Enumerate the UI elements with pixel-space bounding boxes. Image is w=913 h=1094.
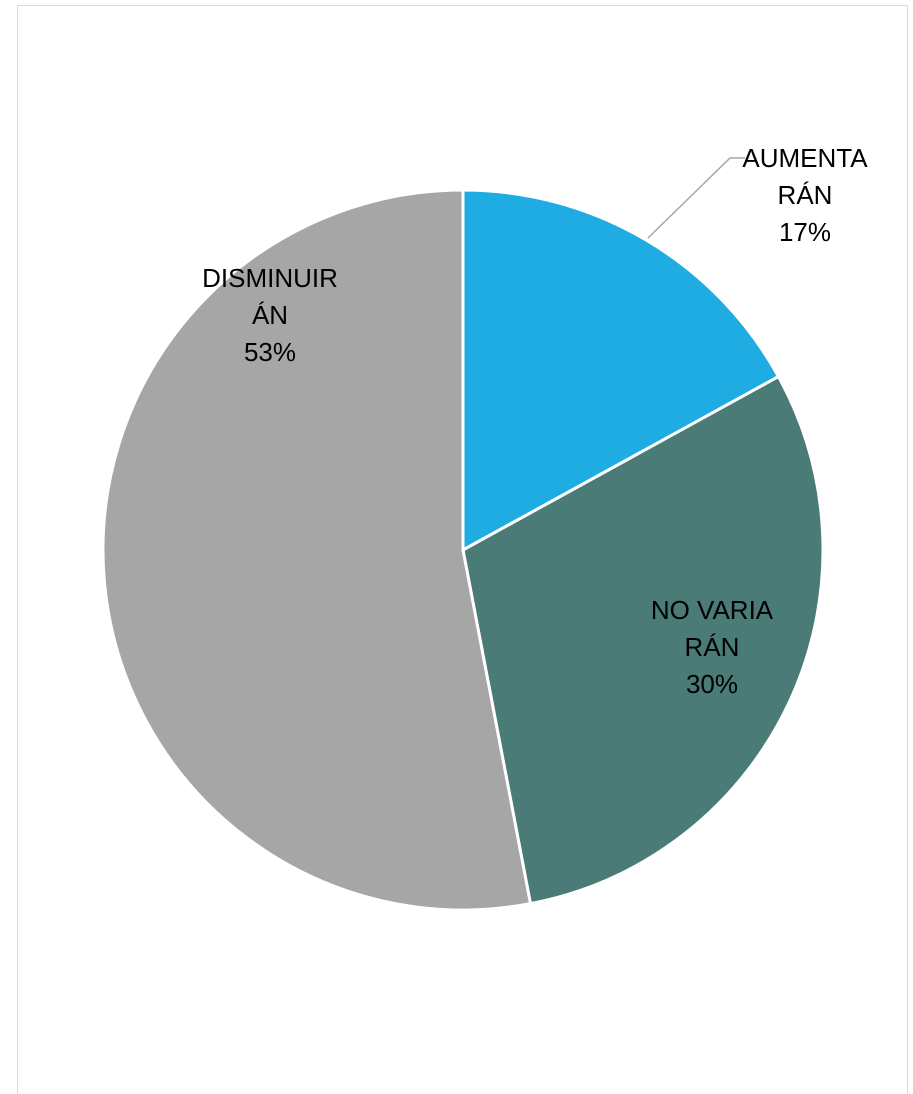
pie-slice bbox=[101, 188, 533, 912]
pie-slice bbox=[461, 188, 781, 553]
chart-frame bbox=[17, 5, 908, 1094]
data-label: NO VARIARÁN 30% bbox=[642, 592, 782, 703]
value-label: 30% bbox=[685, 669, 739, 699]
data-label: DISMINUIRÁN 53% bbox=[200, 260, 340, 371]
category-label: DISMINUIRÁN bbox=[202, 263, 338, 330]
pie-slice bbox=[461, 374, 825, 906]
category-label: AUMENTARÁN bbox=[742, 143, 868, 210]
leader-line bbox=[647, 157, 745, 239]
category-label: NO VARIARÁN bbox=[650, 595, 774, 662]
value-label: 17% bbox=[778, 217, 832, 247]
data-label: AUMENTARÁN 17% bbox=[735, 140, 875, 251]
value-label: 53% bbox=[243, 337, 297, 367]
